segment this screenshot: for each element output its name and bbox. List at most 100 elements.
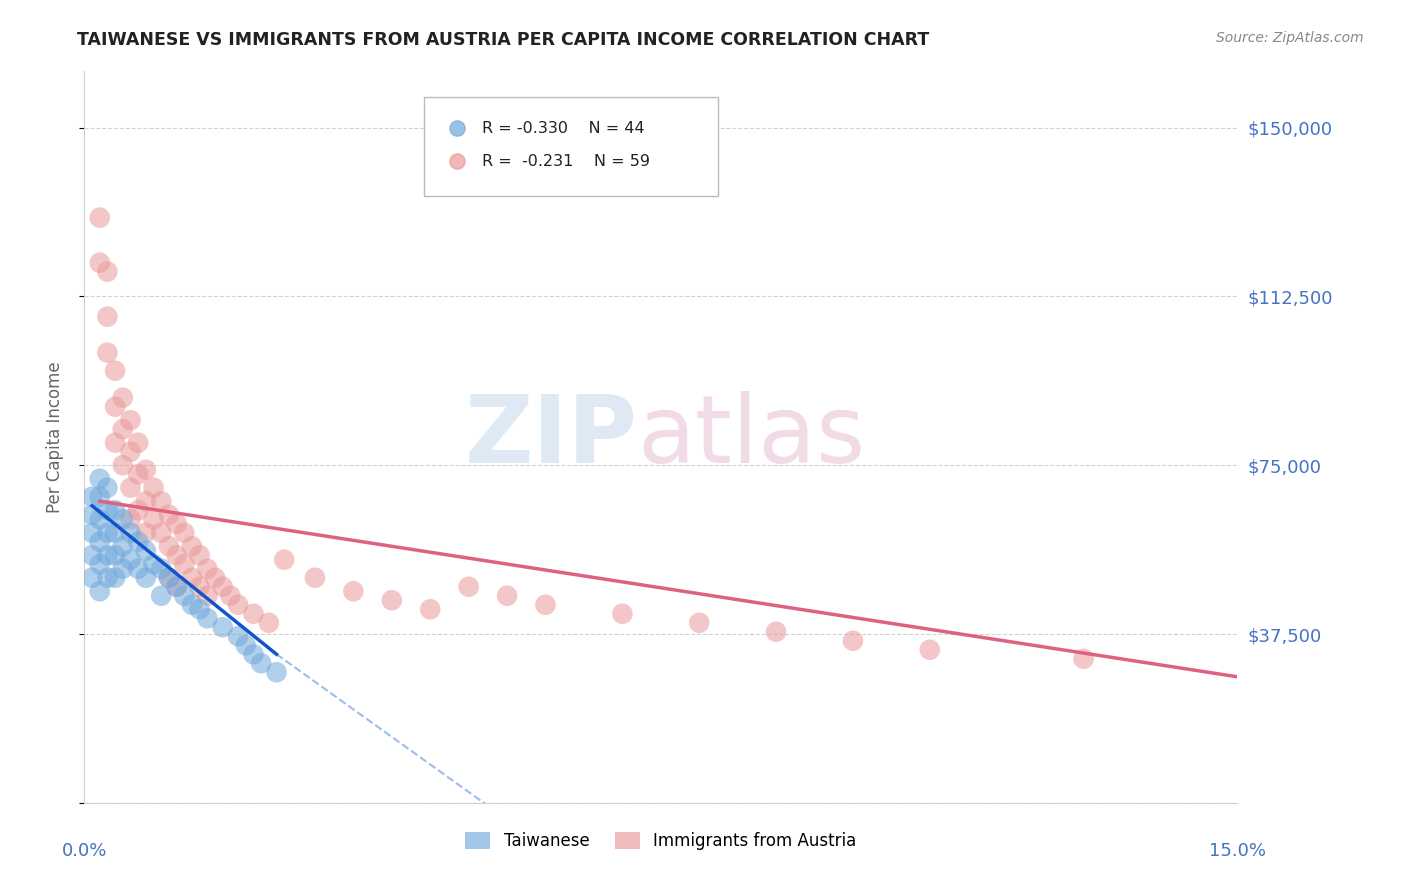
- Point: [166, 580, 188, 594]
- Point: [96, 548, 118, 562]
- Point: [96, 265, 118, 279]
- Point: [211, 620, 233, 634]
- Point: [135, 463, 157, 477]
- Point: [166, 548, 188, 562]
- Point: [104, 400, 127, 414]
- Point: [89, 512, 111, 526]
- Point: [457, 580, 479, 594]
- Point: [419, 602, 441, 616]
- Point: [211, 580, 233, 594]
- Point: [89, 211, 111, 225]
- Point: [111, 539, 134, 553]
- Point: [157, 571, 180, 585]
- Legend: Taiwanese, Immigrants from Austria: Taiwanese, Immigrants from Austria: [458, 825, 863, 856]
- Point: [242, 607, 264, 621]
- Point: [135, 543, 157, 558]
- Point: [226, 598, 249, 612]
- FancyBboxPatch shape: [425, 97, 718, 195]
- Point: [534, 598, 557, 612]
- Point: [135, 494, 157, 508]
- Point: [765, 624, 787, 639]
- Point: [96, 503, 118, 517]
- Point: [250, 657, 273, 671]
- Point: [381, 593, 404, 607]
- Point: [195, 611, 218, 625]
- Point: [142, 512, 165, 526]
- Point: [89, 584, 111, 599]
- Text: TAIWANESE VS IMMIGRANTS FROM AUSTRIA PER CAPITA INCOME CORRELATION CHART: TAIWANESE VS IMMIGRANTS FROM AUSTRIA PER…: [77, 31, 929, 49]
- Point: [89, 255, 111, 269]
- Point: [127, 503, 149, 517]
- Point: [80, 525, 103, 540]
- Point: [111, 458, 134, 473]
- Point: [242, 647, 264, 661]
- Point: [111, 391, 134, 405]
- Text: 0.0%: 0.0%: [62, 842, 107, 860]
- Point: [96, 481, 118, 495]
- Point: [80, 571, 103, 585]
- Point: [257, 615, 280, 630]
- Point: [104, 571, 127, 585]
- Point: [173, 525, 195, 540]
- Point: [195, 589, 218, 603]
- Point: [150, 525, 173, 540]
- Point: [120, 525, 142, 540]
- Point: [89, 490, 111, 504]
- Point: [96, 571, 118, 585]
- Point: [226, 629, 249, 643]
- Point: [104, 525, 127, 540]
- Point: [142, 481, 165, 495]
- Point: [104, 503, 127, 517]
- Point: [688, 615, 710, 630]
- Point: [111, 562, 134, 576]
- Y-axis label: Per Capita Income: Per Capita Income: [45, 361, 63, 513]
- Point: [150, 589, 173, 603]
- Point: [96, 345, 118, 359]
- Point: [96, 525, 118, 540]
- Point: [89, 534, 111, 549]
- Point: [166, 516, 188, 531]
- Point: [304, 571, 326, 585]
- Point: [842, 633, 865, 648]
- Point: [273, 553, 295, 567]
- Point: [104, 364, 127, 378]
- Point: [157, 539, 180, 553]
- Text: R = -0.330    N = 44: R = -0.330 N = 44: [482, 121, 645, 136]
- Point: [150, 562, 173, 576]
- Point: [120, 553, 142, 567]
- Point: [111, 512, 134, 526]
- Text: ZIP: ZIP: [465, 391, 638, 483]
- Point: [188, 580, 211, 594]
- Point: [135, 571, 157, 585]
- Point: [89, 558, 111, 572]
- Point: [120, 413, 142, 427]
- Point: [181, 598, 204, 612]
- Point: [120, 444, 142, 458]
- Point: [496, 589, 519, 603]
- Point: [111, 422, 134, 436]
- Point: [104, 548, 127, 562]
- Point: [181, 571, 204, 585]
- Text: Source: ZipAtlas.com: Source: ZipAtlas.com: [1216, 31, 1364, 45]
- Point: [80, 548, 103, 562]
- Point: [142, 558, 165, 572]
- Point: [181, 539, 204, 553]
- Point: [188, 548, 211, 562]
- Point: [120, 512, 142, 526]
- Point: [96, 310, 118, 324]
- Text: R =  -0.231    N = 59: R = -0.231 N = 59: [482, 153, 650, 169]
- Point: [150, 494, 173, 508]
- Point: [80, 490, 103, 504]
- Point: [104, 435, 127, 450]
- Point: [166, 580, 188, 594]
- Point: [204, 571, 226, 585]
- Point: [89, 472, 111, 486]
- Point: [219, 589, 242, 603]
- Point: [1073, 652, 1095, 666]
- Point: [173, 589, 195, 603]
- Point: [157, 508, 180, 522]
- Point: [157, 571, 180, 585]
- Point: [127, 534, 149, 549]
- Point: [918, 642, 941, 657]
- Text: 15.0%: 15.0%: [1209, 842, 1265, 860]
